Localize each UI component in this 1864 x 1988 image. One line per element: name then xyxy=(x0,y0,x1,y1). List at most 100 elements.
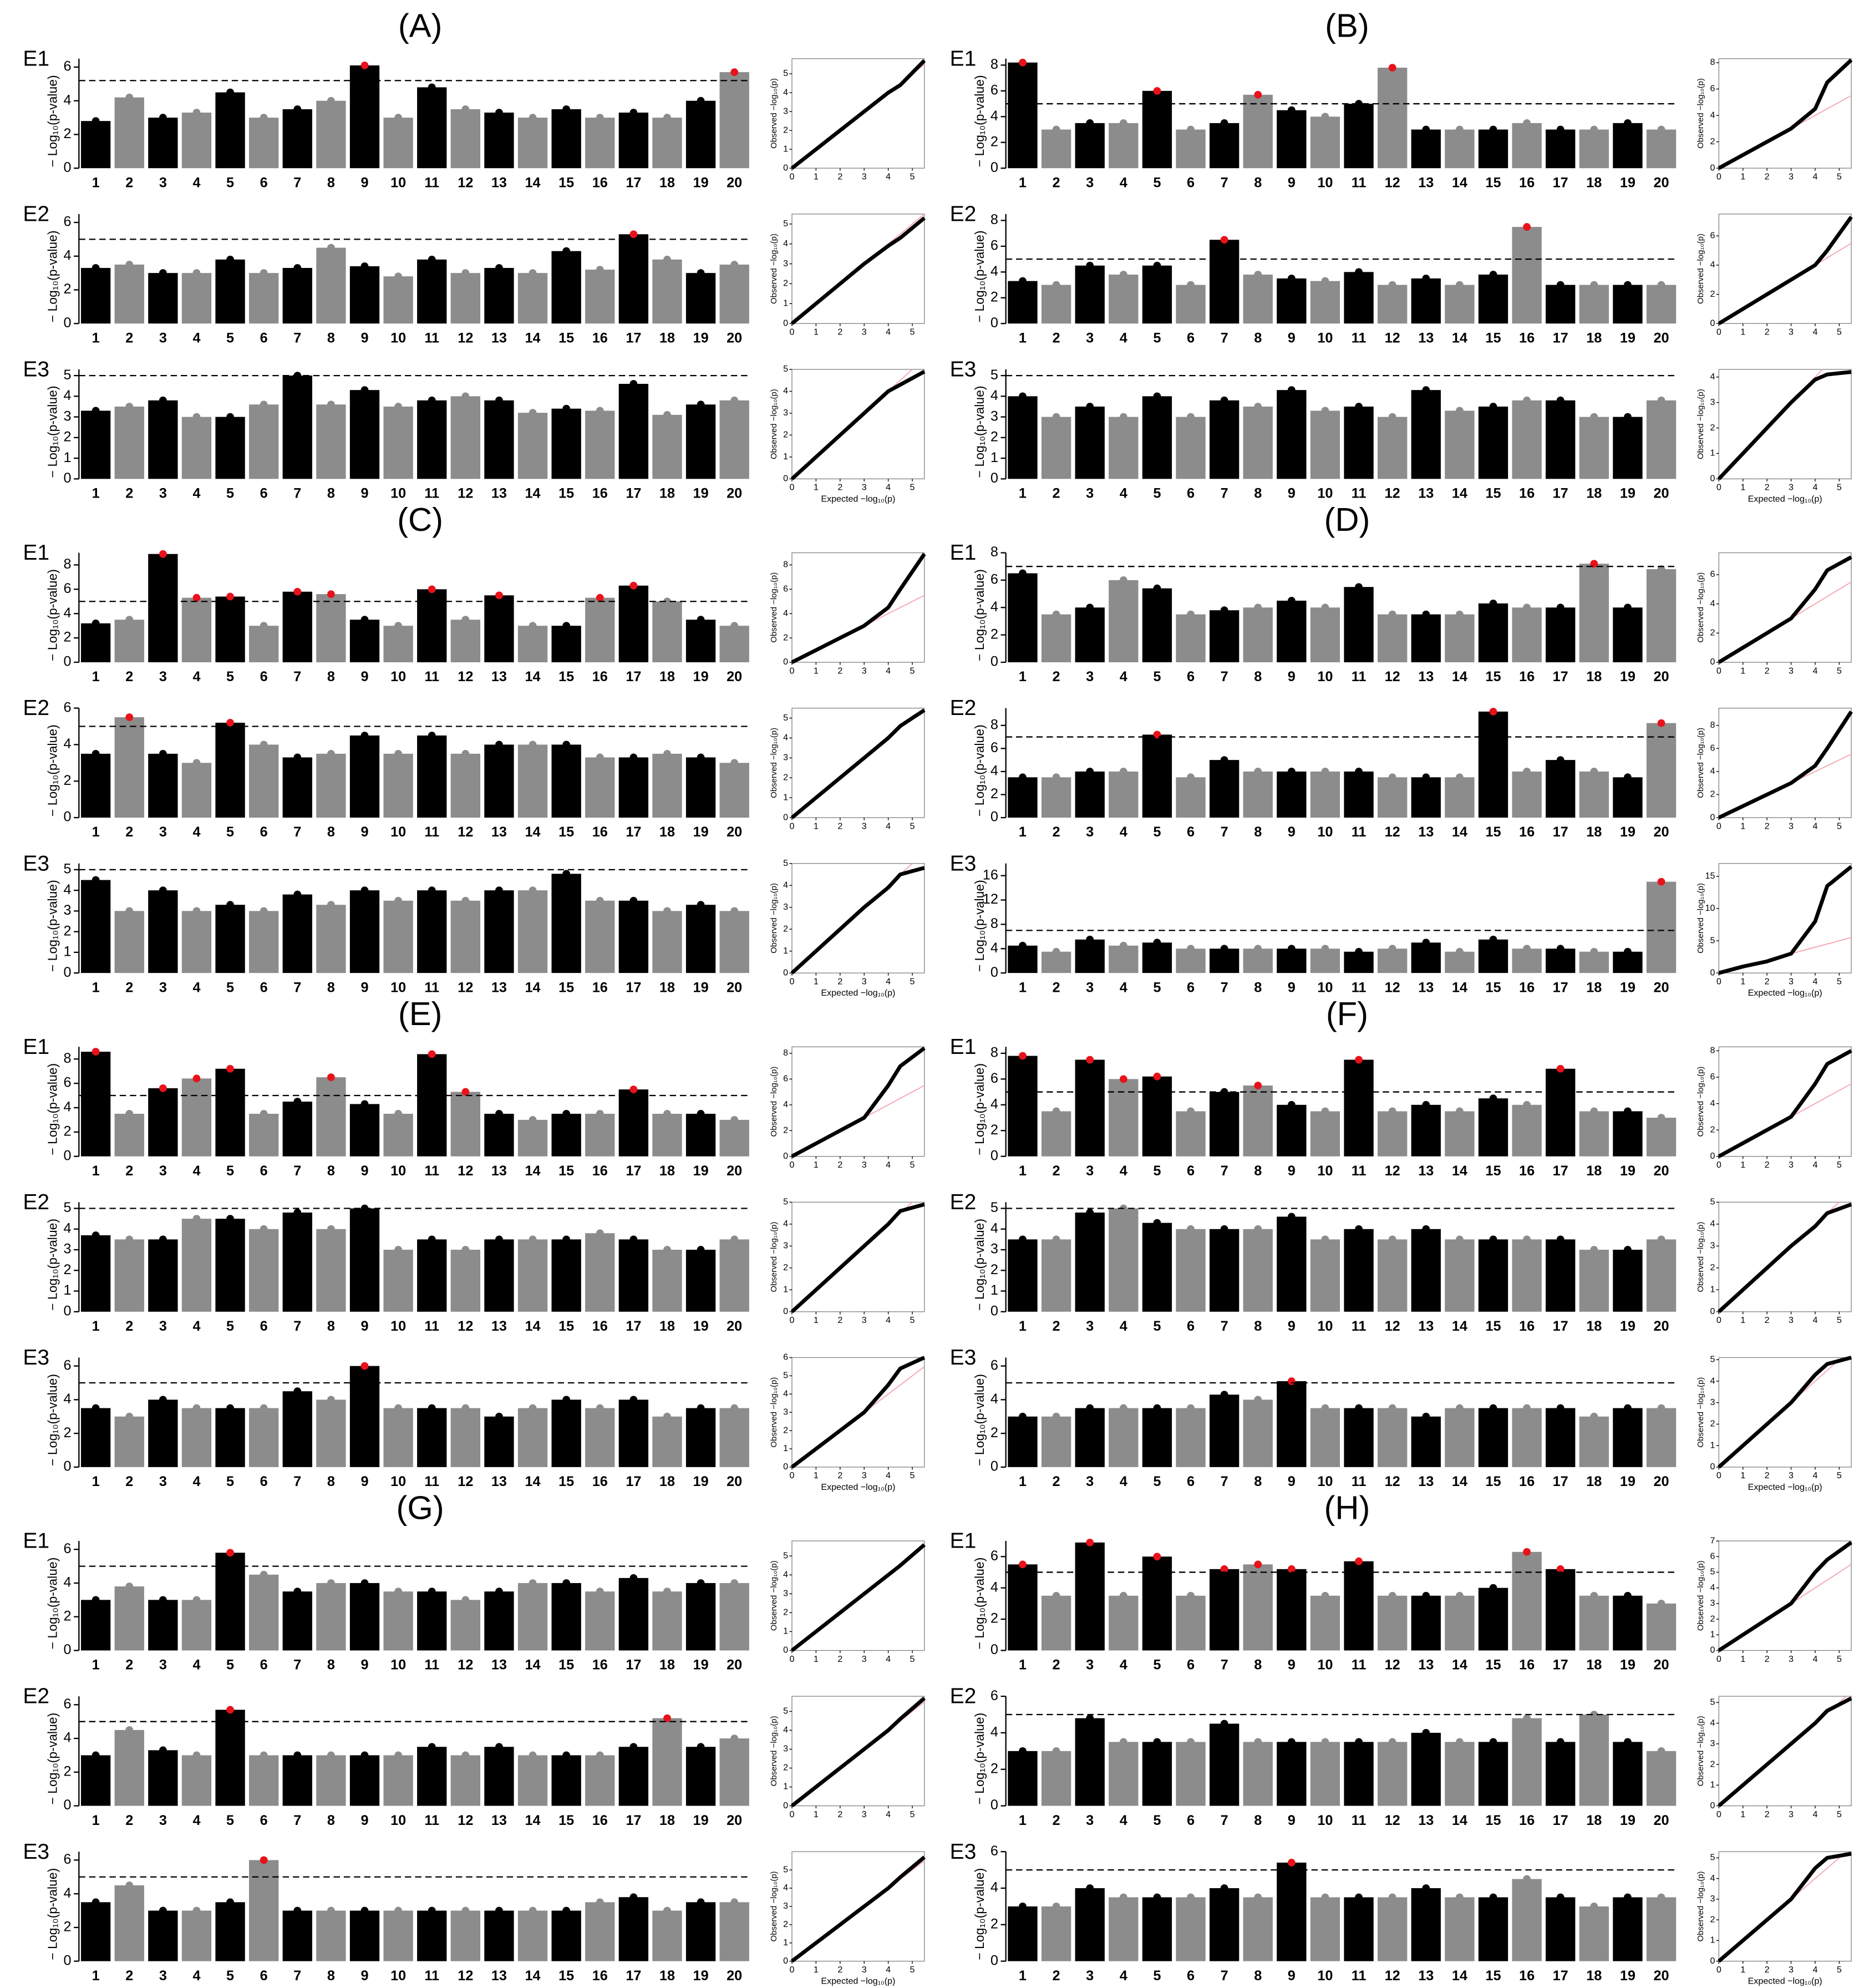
chromosome-label: 11 xyxy=(424,1968,439,1984)
chromosome-label: 13 xyxy=(491,175,507,190)
chromosome-label: 8 xyxy=(1254,824,1262,840)
peak-point xyxy=(562,741,571,749)
chromosome-label: 15 xyxy=(558,1163,574,1179)
chromosome-label: 12 xyxy=(1385,1813,1400,1828)
x-tick-label: 1 xyxy=(1740,1809,1745,1819)
chromosome-label: 18 xyxy=(659,1318,675,1334)
chromosome-peak xyxy=(450,753,480,818)
peak-point xyxy=(394,1751,403,1759)
peak-point xyxy=(629,1743,638,1751)
chromosome-peak xyxy=(1209,1723,1240,1806)
peak-point xyxy=(1220,945,1228,953)
x-tick-label: 0 xyxy=(789,1160,794,1170)
chromosome-label: 7 xyxy=(1221,1813,1228,1828)
chromosome-peak xyxy=(316,404,346,479)
peak-point xyxy=(495,109,503,116)
chromosome-label: 8 xyxy=(1254,980,1262,995)
chromosome-label: 1 xyxy=(1019,669,1027,684)
chromosome-label: 1 xyxy=(1019,1657,1027,1673)
chromosome-peak xyxy=(618,112,649,169)
chromosome-peak xyxy=(114,1416,144,1467)
y-tick-label: 4 xyxy=(991,1096,998,1112)
y-tick-label: 6 xyxy=(991,1071,998,1086)
x-tick-label: 2 xyxy=(837,327,842,337)
chromosome-label: 8 xyxy=(327,1968,335,1984)
y-tick-label: 2 xyxy=(991,626,998,642)
peak-point xyxy=(125,1235,134,1244)
chromosome-peak xyxy=(1411,942,1441,973)
chromosome-peak xyxy=(517,1408,548,1467)
peak-point xyxy=(730,1898,739,1906)
x-tick-label: 5 xyxy=(1837,821,1842,831)
chromosome-label: 13 xyxy=(1418,1657,1434,1673)
y-tick-label: 1 xyxy=(783,1285,788,1295)
chromosome-label: 8 xyxy=(327,1318,335,1334)
y-tick-label: 2 xyxy=(64,126,72,141)
chromosome-label: 5 xyxy=(1153,980,1161,995)
y-tick-label: 4 xyxy=(1710,1219,1715,1229)
chromosome-peak xyxy=(450,396,480,479)
y-axis-label: − Log₁₀(p-value) xyxy=(972,569,987,661)
x-tick-label: 1 xyxy=(1740,483,1745,493)
y-tick-label: 3 xyxy=(783,753,788,763)
chromosome-peak xyxy=(1310,607,1340,662)
chromosome-peak xyxy=(1546,1239,1576,1312)
chromosome-label: 6 xyxy=(1187,669,1195,684)
peak-point xyxy=(1254,271,1262,278)
chromosome-peak xyxy=(282,894,312,973)
chromosome-label: 18 xyxy=(659,1474,675,1489)
chromosome-peak xyxy=(181,1219,212,1312)
chromosome-peak xyxy=(316,1910,346,1961)
chromosome-label: 13 xyxy=(491,486,507,501)
chromosome-label: 3 xyxy=(1086,1813,1094,1828)
chromosome-peak xyxy=(1310,771,1340,818)
chromosome-peak xyxy=(1209,1092,1240,1157)
chromosome-peak xyxy=(1646,1603,1677,1651)
peak-point xyxy=(226,901,234,909)
chromosome-peak xyxy=(517,744,548,818)
chromosome-peak xyxy=(1041,417,1071,479)
chromosome-peak xyxy=(450,1250,480,1312)
x-tick-label: 5 xyxy=(1837,1654,1842,1664)
chromosome-label: 15 xyxy=(558,1318,574,1334)
peak-point xyxy=(663,749,671,758)
chromosome-peak xyxy=(282,1591,312,1651)
peak-point xyxy=(1086,1056,1094,1064)
peak-point xyxy=(260,1570,268,1579)
chromosome-peak xyxy=(1579,417,1609,479)
peak-point xyxy=(192,1074,201,1083)
y-tick-label: 4 xyxy=(991,1725,998,1740)
peak-point xyxy=(529,1235,537,1244)
chromosome-label: 14 xyxy=(1452,669,1467,684)
chromosome-label: 17 xyxy=(626,1657,641,1673)
chromosome-peak xyxy=(1377,1742,1408,1806)
chromosome-label: 6 xyxy=(260,331,268,346)
chromosome-peak xyxy=(517,1755,548,1806)
chromosome-label: 14 xyxy=(525,1163,541,1179)
chromosome-label: 7 xyxy=(1221,331,1228,346)
y-tick-label: 6 xyxy=(1710,1072,1715,1082)
chromosome-label: 19 xyxy=(693,1813,709,1828)
chromosome-label: 2 xyxy=(1053,486,1060,501)
peak-point xyxy=(1657,1235,1665,1244)
x-tick-label: 3 xyxy=(862,172,867,182)
chromosome-peak xyxy=(383,118,413,169)
chromosome-label: 6 xyxy=(260,1813,268,1828)
peak-point xyxy=(629,109,638,116)
qq-curve xyxy=(1718,1049,1852,1158)
chromosome-peak xyxy=(1243,607,1273,662)
x-tick-label: 1 xyxy=(1740,1315,1745,1325)
chromosome-peak xyxy=(1176,417,1206,479)
qq-frame xyxy=(1718,707,1852,818)
peak-point xyxy=(327,749,335,758)
chromosome-peak xyxy=(1041,129,1071,169)
chromosome-peak xyxy=(1613,417,1643,479)
qq-frame xyxy=(1718,214,1852,324)
chromosome-label: 20 xyxy=(1653,669,1669,684)
chromosome-label: 14 xyxy=(1452,331,1467,346)
peak-point xyxy=(495,1412,503,1421)
x-tick-label: 1 xyxy=(1740,976,1745,986)
chromosome-peak xyxy=(652,118,682,169)
chromosome-label: 13 xyxy=(1418,1318,1434,1334)
peak-point xyxy=(327,1906,335,1915)
